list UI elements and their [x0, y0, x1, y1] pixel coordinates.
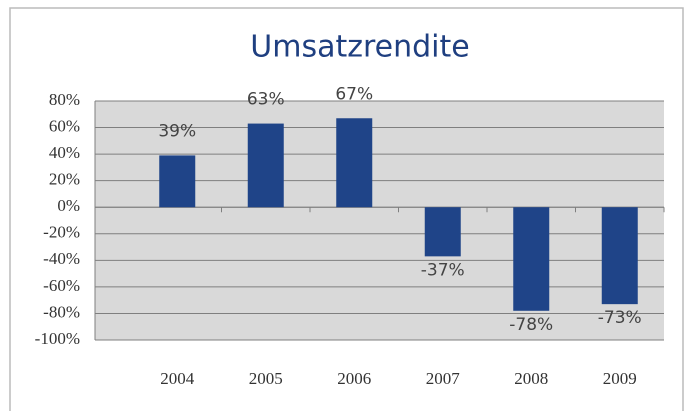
x-tick-label: 2004: [160, 369, 195, 388]
y-tick-label: 0%: [57, 196, 80, 215]
y-tick-label: 80%: [49, 90, 80, 109]
x-tick-label: 2008: [514, 369, 548, 388]
bar: [513, 207, 550, 311]
bar: [336, 118, 373, 208]
data-label: 67%: [335, 84, 373, 104]
y-tick-label: -100%: [35, 329, 80, 348]
plot-area: [95, 101, 664, 340]
bar: [247, 123, 284, 208]
y-tick-label: 60%: [49, 116, 80, 135]
data-label: -78%: [509, 315, 553, 335]
x-tick-label: 2005: [249, 369, 283, 388]
bar: [601, 207, 638, 305]
data-label: -73%: [598, 308, 642, 328]
data-label: -37%: [421, 260, 465, 280]
bar: [424, 207, 461, 257]
x-tick-label: 2009: [603, 369, 637, 388]
y-tick-label: -20%: [43, 223, 80, 242]
chart-title: Umsatzrendite: [250, 30, 469, 65]
y-tick-label: -60%: [43, 276, 80, 295]
y-tick-label: 40%: [49, 143, 80, 162]
y-tick-label: 20%: [49, 170, 80, 189]
y-tick-label: -40%: [43, 249, 80, 268]
data-label: 63%: [247, 90, 285, 110]
x-tick-label: 2006: [337, 369, 371, 388]
data-label: 39%: [158, 121, 196, 141]
x-tick-label: 2007: [426, 369, 461, 388]
bar: [159, 155, 196, 208]
y-tick-label: -80%: [43, 302, 80, 321]
